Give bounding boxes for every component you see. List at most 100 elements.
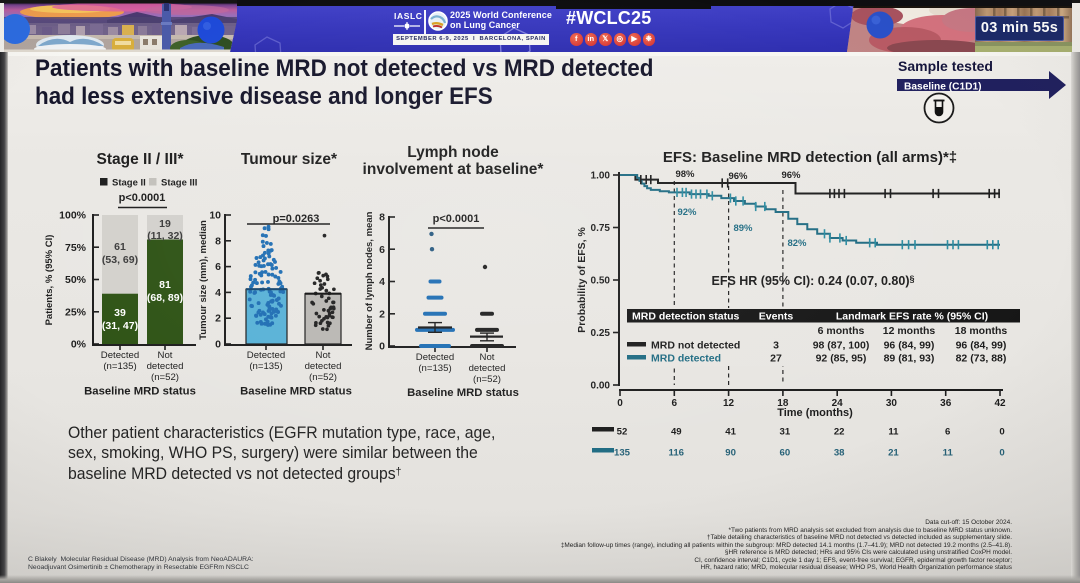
svg-text:12: 12	[723, 398, 735, 409]
svg-text:92 (85, 95): 92 (85, 95)	[816, 353, 867, 365]
svg-text:52: 52	[617, 427, 628, 438]
svg-text:(n=52): (n=52)	[473, 374, 501, 385]
svg-text:36: 36	[940, 398, 952, 409]
svg-text:98%: 98%	[675, 169, 695, 180]
svg-text:0.50: 0.50	[591, 276, 611, 287]
svg-text:(n=135): (n=135)	[249, 361, 282, 372]
svg-text:3: 3	[773, 340, 779, 352]
svg-text:p=0.0263: p=0.0263	[273, 213, 320, 225]
svg-text:116: 116	[669, 448, 684, 459]
svg-text:6 months: 6 months	[818, 325, 865, 337]
svg-text:(n=135): (n=135)	[103, 361, 136, 372]
svg-text:Detected: Detected	[101, 350, 139, 361]
svg-text:Tumour size*: Tumour size*	[241, 151, 338, 168]
svg-text:27: 27	[770, 353, 782, 365]
svg-text:82%: 82%	[787, 238, 807, 249]
svg-text:p<0.0001: p<0.0001	[433, 213, 480, 225]
svg-text:49: 49	[671, 427, 682, 438]
svg-text:Not: Not	[316, 350, 331, 361]
svg-text:MRD detected: MRD detected	[651, 353, 721, 365]
svg-text:Baseline MRD status: Baseline MRD status	[407, 387, 519, 399]
svg-text:96 (84, 99): 96 (84, 99)	[956, 340, 1007, 352]
svg-text:42: 42	[994, 398, 1006, 409]
svg-text:Probability of EFS, %: Probability of EFS, %	[576, 227, 588, 333]
svg-text:75%: 75%	[65, 242, 87, 254]
svg-text:Time (months): Time (months)	[777, 407, 853, 419]
svg-text:10: 10	[209, 210, 221, 222]
svg-text:involvement at baseline*: involvement at baseline*	[363, 161, 545, 178]
svg-text:(n=52): (n=52)	[151, 372, 179, 383]
svg-text:0.00: 0.00	[591, 381, 611, 392]
svg-text:22: 22	[834, 427, 845, 438]
svg-text:96%: 96%	[728, 171, 748, 182]
svg-text:41: 41	[725, 427, 736, 438]
svg-text:19: 19	[159, 218, 171, 230]
svg-text:30: 30	[886, 398, 898, 409]
svg-text:0: 0	[999, 427, 1004, 438]
svg-text:89 (81, 93): 89 (81, 93)	[884, 353, 935, 365]
svg-text:8: 8	[379, 212, 385, 224]
svg-text:Events: Events	[759, 311, 794, 323]
svg-text:Baseline MRD status: Baseline MRD status	[84, 386, 196, 398]
svg-text:4: 4	[215, 287, 221, 299]
svg-text:Tumour size (mm), median: Tumour size (mm), median	[198, 220, 209, 340]
svg-text:12 months: 12 months	[883, 325, 936, 337]
svg-text:31: 31	[780, 427, 791, 438]
svg-text:MRD not detected: MRD not detected	[651, 340, 740, 352]
svg-text:0: 0	[999, 448, 1004, 459]
svg-text:6: 6	[672, 398, 678, 409]
svg-text:0.25: 0.25	[591, 328, 611, 339]
svg-text:(n=135): (n=135)	[418, 363, 451, 374]
svg-text:detected: detected	[147, 361, 184, 372]
svg-text:0: 0	[215, 339, 221, 351]
svg-text:81: 81	[159, 279, 171, 291]
svg-text:Detected: Detected	[247, 350, 285, 361]
svg-text:6: 6	[379, 244, 385, 256]
svg-text:detected: detected	[469, 363, 506, 374]
svg-text:60: 60	[780, 448, 791, 459]
svg-text:Detected: Detected	[416, 352, 454, 363]
svg-text:21: 21	[888, 448, 899, 459]
svg-text:EFS HR (95% CI): 0.24 (0.07, 0: EFS HR (95% CI): 0.24 (0.07, 0.80)§	[711, 274, 914, 288]
svg-text:Number of lymph nodes, mean: Number of lymph nodes, mean	[364, 211, 375, 350]
svg-text:4: 4	[379, 276, 385, 288]
svg-text:Landmark EFS rate % (95% CI): Landmark EFS rate % (95% CI)	[836, 311, 988, 323]
svg-text:p<0.0001: p<0.0001	[119, 192, 166, 204]
svg-text:18: 18	[777, 398, 789, 409]
svg-text:92%: 92%	[677, 207, 697, 218]
svg-text:25%: 25%	[65, 306, 87, 318]
svg-text:2: 2	[215, 313, 221, 325]
svg-text:11: 11	[943, 448, 954, 459]
svg-text:89%: 89%	[733, 223, 753, 234]
svg-text:39: 39	[114, 307, 126, 319]
svg-text:1.00: 1.00	[591, 171, 611, 182]
svg-text:Not: Not	[480, 352, 495, 363]
svg-text:98 (87, 100): 98 (87, 100)	[813, 340, 870, 352]
svg-text:0: 0	[617, 398, 623, 409]
svg-text:Lymph node: Lymph node	[407, 144, 499, 161]
svg-text:2: 2	[379, 308, 385, 320]
svg-text:24: 24	[832, 398, 844, 409]
svg-text:96 (84, 99): 96 (84, 99)	[884, 340, 935, 352]
svg-text:100%: 100%	[59, 210, 87, 222]
svg-text:detected: detected	[305, 361, 342, 372]
svg-text:(11, 32): (11, 32)	[147, 230, 183, 242]
svg-text:11: 11	[888, 427, 899, 438]
svg-text:(31, 47): (31, 47)	[102, 320, 138, 332]
svg-text:(53, 69): (53, 69)	[102, 254, 138, 266]
svg-text:0.75: 0.75	[591, 223, 611, 234]
svg-text:96%: 96%	[781, 170, 801, 181]
svg-text:6: 6	[215, 261, 221, 273]
svg-text:Stage II: Stage II	[112, 178, 146, 189]
svg-text:0: 0	[379, 341, 385, 353]
svg-text:6: 6	[945, 427, 950, 438]
svg-text:135: 135	[614, 448, 631, 459]
svg-text:(n=52): (n=52)	[309, 372, 337, 383]
svg-text:0%: 0%	[71, 339, 87, 351]
svg-text:82 (73, 88): 82 (73, 88)	[956, 353, 1007, 365]
svg-text:8: 8	[215, 235, 221, 247]
svg-text:90: 90	[725, 448, 736, 459]
svg-text:38: 38	[834, 448, 845, 459]
svg-text:(68, 89): (68, 89)	[147, 292, 183, 304]
svg-text:18 months: 18 months	[955, 325, 1008, 337]
